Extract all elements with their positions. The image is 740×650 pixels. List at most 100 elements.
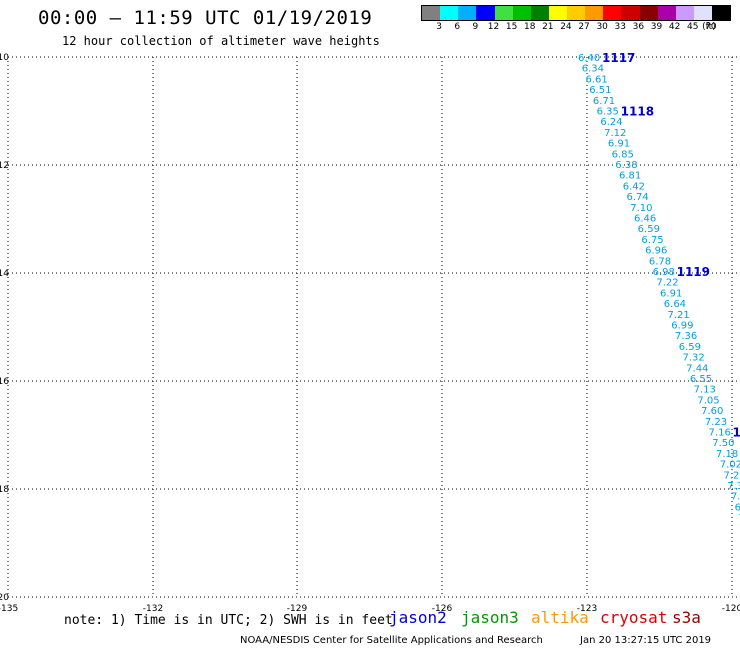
track-value: 6.81 [619,171,641,182]
color-scale-labels: 3 6 9 12 15 18 21 24 27 30 33 36 39 42 45 70 (ft) [421,22,729,34]
scale-swatch [422,6,441,20]
track-value: 7.60 [701,406,723,417]
track-value: 6.64 [664,299,686,310]
lon-tick-label: -126 [432,604,453,614]
scale-label: 15 [505,22,518,32]
color-scale-bar [421,5,731,21]
scale-label: 6 [454,22,461,32]
page-title: 00:00 – 11:59 UTC 01/19/2019 [38,7,373,29]
track-value: 7.36 [675,331,697,342]
track-value: 6.61 [585,74,607,85]
lat-tick-label: -18 [0,485,9,495]
satellite-legend-item: jason3 [461,608,519,627]
track-value: 6.85 [612,149,634,160]
scale-label: 33 [614,22,627,32]
satellite-legend-item: cryosat [600,608,668,627]
track-value: 7.23 [705,417,727,428]
scale-swatch [639,6,658,20]
scale-label: 3 [436,22,442,32]
scale-label: 30 [596,22,608,32]
lon-tick-label: -120 [722,604,740,614]
track-value: 7.22 [656,278,678,289]
track-time-label: 1 [733,426,740,440]
scale-label: 18 [523,22,536,32]
satellite-legend-item: jason2 [389,608,447,627]
scale-label: 21 [542,22,554,32]
scale-swatch [603,6,622,20]
track-value: 6.91 [608,139,630,150]
footer-note: note: 1) Time is in UTC; 2) SWH is in fe… [64,613,393,628]
scale-swatch [657,6,676,20]
lat-tick-label: -16 [0,377,9,387]
track-value: 6.75 [641,235,663,246]
scale-label: 70 [705,22,717,32]
scale-swatch [693,6,712,20]
satellite-legend-item: altika [531,608,589,627]
lon-tick-label: -123 [577,604,597,614]
track-value: 7.05 [697,395,719,406]
track-value: 7.12 [604,128,626,139]
scale-swatch [585,6,604,20]
track-value: 6.74 [626,192,648,203]
scale-unit-label: (ft) [702,22,716,32]
track-value: 6.78 [649,256,671,267]
page-subtitle: 12 hour collection of altimeter wave hei… [62,34,380,48]
track-value: 6.24 [600,117,622,128]
track-value: 6.34 [582,64,604,75]
scale-swatch [458,6,477,20]
scale-swatch [494,6,513,20]
lon-tick-label: -132 [143,604,163,614]
scale-swatch [530,6,549,20]
scale-swatch [712,6,731,20]
track-value: 7.10 [630,203,652,214]
track-time-label: 1118 [621,105,654,119]
lat-tick-label: -10 [0,53,9,63]
scale-swatch [675,6,694,20]
track-value: 6.8 [735,502,740,513]
scale-label: 36 [632,22,645,32]
generated-timestamp: Jan 20 13:27:15 UTC 2019 [580,635,712,646]
track-value: 7.39 [727,481,740,492]
lon-tick-label: -129 [287,604,308,614]
scale-swatch [476,6,495,20]
track-value: 6.35 [597,107,619,118]
scale-label: 39 [650,22,663,32]
scale-swatch [440,6,459,20]
scale-label: 27 [578,22,590,32]
track-value: 6.98 [653,267,675,278]
track-value: 6.51 [589,85,611,96]
track-value: 7.2 [738,513,740,524]
track-value: 6.42 [623,181,645,192]
lat-tick-label: -20 [0,593,9,603]
track-value: 6.96 [645,246,667,257]
track-value: 7.18 [716,449,738,460]
track-value: 7.29 [731,492,740,503]
scale-label: 45 [687,22,699,32]
track-value: 7.16 [709,428,731,439]
track-value: 6.38 [615,160,637,171]
track-value: 7.13 [694,385,716,396]
track-time-label: 1117 [602,51,635,65]
track-value: 6.71 [593,96,615,107]
scale-label: 12 [487,22,500,32]
scale-label: 42 [668,22,681,32]
track-value: 7.02 [720,460,740,471]
track-value: 6.46 [634,214,656,225]
track-value: 6.59 [638,224,660,235]
track-value: 7.44 [686,363,708,374]
lon-tick-label: -135 [0,604,18,614]
scale-label: 9 [472,22,479,32]
track-value: 6.91 [660,288,682,299]
lat-tick-label: -12 [0,161,9,171]
scale-swatch [567,6,586,20]
track-value: 7.21 [668,310,690,321]
track-value: 6.59 [679,342,701,353]
scale-swatch [512,6,531,20]
track-value: 7.25 [723,470,740,481]
scale-label: 24 [560,22,572,32]
credit-text: NOAA/NESDIS Center for Satellite Applica… [240,635,543,646]
satellite-legend-item: s3a [672,608,701,627]
lat-tick-label: -14 [0,269,9,279]
